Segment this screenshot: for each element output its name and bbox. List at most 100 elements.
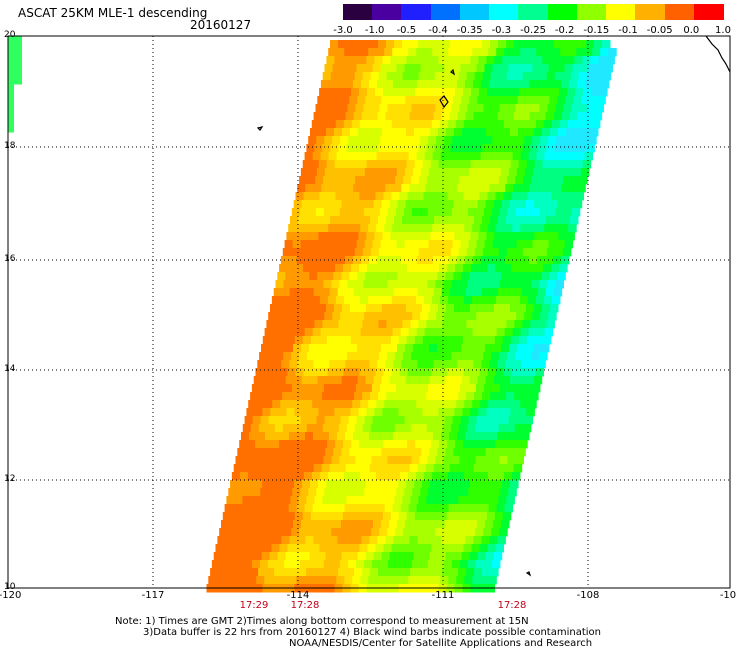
swath-cell [480,224,489,233]
swath-cell [416,152,426,161]
swath-cell [286,304,295,313]
swath-cell [417,360,426,369]
swath-cell [469,448,478,457]
swath-cell [526,56,535,65]
swath-cell [416,224,425,233]
swath-cell [455,544,464,553]
swath-cell [347,208,357,217]
swath-cell [440,504,450,513]
swath-cell [297,184,306,193]
swath-cell [586,144,595,153]
swath-cell [313,464,323,473]
swath-cell [549,200,559,209]
swath-cell [517,344,526,353]
swath-cell [312,504,322,513]
swath-cell [402,568,411,577]
swath-cell [550,232,559,241]
swath-cell [472,256,482,265]
swath-cell [341,200,351,209]
swath-cell [340,64,349,73]
swath-cell [502,512,512,521]
swath-cell [297,432,306,441]
swath-cell [516,312,525,321]
swath-cell [315,352,324,361]
swath-cell [268,416,278,425]
swath-cell [407,296,417,305]
swath-cell [496,48,505,57]
swath-cell [388,312,397,321]
swath-cell [503,264,512,273]
swath-cell [551,120,561,129]
swath-cell [444,136,453,145]
swath-cell [363,384,373,393]
swath-cell [356,240,366,249]
swath-cell [259,456,268,465]
swath-cell [244,488,253,497]
swath-cell [510,160,520,169]
swath-cell [300,312,309,321]
swath-cell [364,136,373,145]
swath-cell [324,416,334,425]
swath-cell [358,160,368,169]
swath-cell [484,416,494,425]
swath-cell [496,224,505,233]
swath-cell [269,448,278,457]
swath-cell [354,72,364,81]
swath-cell [321,360,330,369]
swath-cell [243,456,252,465]
swath-cell [570,40,579,49]
swath-cell [270,336,280,345]
swath-cell [501,344,510,353]
swath-cell [515,352,524,361]
swath-cell [508,168,518,177]
swath-cell [216,576,225,585]
swath-cell [362,424,372,433]
swath-cell [452,136,461,145]
swath-cell [339,560,349,569]
swath-cell [375,472,385,481]
swath-cell [420,240,430,249]
swath-cell [397,272,406,281]
swath-cell [374,408,383,417]
swath-cell [426,568,435,577]
swath-cell [590,56,599,65]
swath-cell [319,120,329,129]
swath-cell [304,224,313,233]
swath-cell [303,368,312,377]
swath-cell [499,352,508,361]
swath-cell [386,40,395,49]
swath-cell [305,184,314,193]
swath-cell [447,368,456,377]
swath-cell [356,64,365,73]
swath-cell [230,512,240,521]
swath-cell [442,40,451,49]
swath-cell [513,184,522,193]
swath-cell [469,552,479,561]
longitude-label: -10 [719,590,737,601]
swath-cell [432,256,442,265]
swath-cell [414,408,423,417]
swath-cell [273,288,283,297]
swath-cell [496,152,506,161]
swath-cell [465,288,475,297]
swath-cell [572,64,581,73]
swath-cell [284,488,293,497]
swath-cell [332,416,342,425]
swath-cell [594,72,604,81]
swath-cell [435,352,444,361]
colorbar [343,4,724,20]
swath-cell [460,312,469,321]
swath-cell [377,184,386,193]
swath-cell [367,368,376,377]
swath-cell [252,488,261,497]
swath-cell [298,568,307,577]
swath-cell [484,312,493,321]
swath-cell [443,456,452,465]
swath-cell [354,144,363,153]
swath-cell [526,304,535,313]
swath-cell [321,432,330,441]
swath-cell [395,176,404,185]
swath-cell [248,576,257,585]
swath-cell [406,304,415,313]
swath-cell [332,64,341,73]
